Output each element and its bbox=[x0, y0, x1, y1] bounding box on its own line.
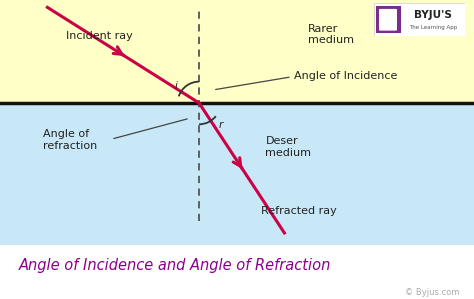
Text: Angle of Incidence and Angle of Refraction: Angle of Incidence and Angle of Refracti… bbox=[19, 258, 332, 273]
Bar bbox=[0, 103, 474, 245]
Text: © Byjus.com: © Byjus.com bbox=[405, 288, 460, 297]
Text: Deser
medium: Deser medium bbox=[265, 136, 311, 158]
Text: Rarer
medium: Rarer medium bbox=[308, 24, 354, 45]
Text: i: i bbox=[175, 81, 178, 91]
Bar bbox=[376, 6, 401, 33]
Text: r: r bbox=[219, 120, 222, 129]
Text: Refracted ray: Refracted ray bbox=[261, 206, 337, 216]
Text: The Learning App: The Learning App bbox=[409, 25, 457, 30]
Text: Incident ray: Incident ray bbox=[66, 30, 133, 41]
Text: Angle of
refraction: Angle of refraction bbox=[43, 129, 97, 151]
Text: Angle of Incidence: Angle of Incidence bbox=[294, 71, 397, 81]
FancyBboxPatch shape bbox=[379, 9, 397, 30]
Text: BYJU'S: BYJU'S bbox=[414, 10, 452, 19]
Bar bbox=[0, 0, 474, 103]
